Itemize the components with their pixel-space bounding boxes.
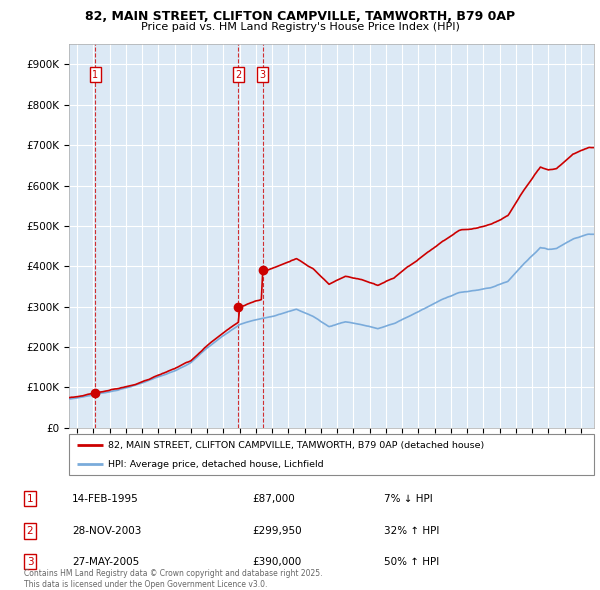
Text: 27-MAY-2005: 27-MAY-2005 xyxy=(72,557,139,566)
Text: 1: 1 xyxy=(92,70,98,80)
Text: 32% ↑ HPI: 32% ↑ HPI xyxy=(384,526,439,536)
Text: 1: 1 xyxy=(26,494,34,503)
Text: 3: 3 xyxy=(26,557,34,566)
Text: 14-FEB-1995: 14-FEB-1995 xyxy=(72,494,139,503)
Text: 28-NOV-2003: 28-NOV-2003 xyxy=(72,526,142,536)
Text: £390,000: £390,000 xyxy=(252,557,301,566)
Text: HPI: Average price, detached house, Lichfield: HPI: Average price, detached house, Lich… xyxy=(109,460,324,468)
Text: 2: 2 xyxy=(26,526,34,536)
Text: £87,000: £87,000 xyxy=(252,494,295,503)
Text: 3: 3 xyxy=(260,70,266,80)
Text: 50% ↑ HPI: 50% ↑ HPI xyxy=(384,557,439,566)
Text: Contains HM Land Registry data © Crown copyright and database right 2025.
This d: Contains HM Land Registry data © Crown c… xyxy=(24,569,323,589)
Text: £299,950: £299,950 xyxy=(252,526,302,536)
Text: 82, MAIN STREET, CLIFTON CAMPVILLE, TAMWORTH, B79 0AP (detached house): 82, MAIN STREET, CLIFTON CAMPVILLE, TAMW… xyxy=(109,441,485,450)
Text: 82, MAIN STREET, CLIFTON CAMPVILLE, TAMWORTH, B79 0AP: 82, MAIN STREET, CLIFTON CAMPVILLE, TAMW… xyxy=(85,10,515,23)
Text: Price paid vs. HM Land Registry's House Price Index (HPI): Price paid vs. HM Land Registry's House … xyxy=(140,22,460,32)
Text: 2: 2 xyxy=(235,70,241,80)
Text: 7% ↓ HPI: 7% ↓ HPI xyxy=(384,494,433,503)
